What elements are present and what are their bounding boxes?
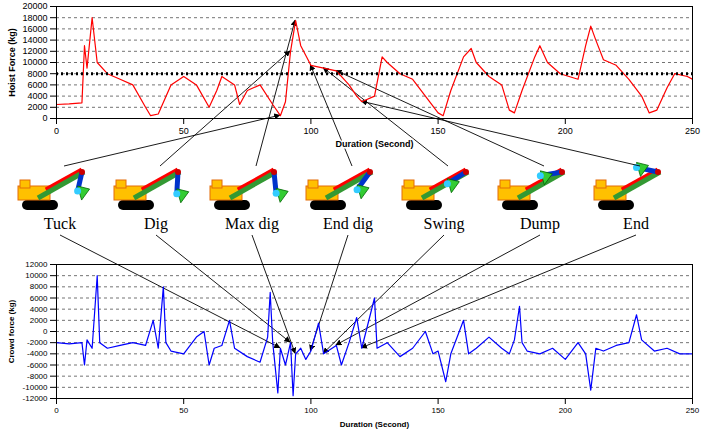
- svg-text:100: 100: [303, 126, 318, 136]
- svg-text:50: 50: [179, 126, 189, 136]
- svg-text:10000: 10000: [25, 271, 48, 280]
- svg-text:2000: 2000: [27, 102, 47, 112]
- svg-text:-10000: -10000: [23, 383, 48, 392]
- svg-text:Crowd force (kg): Crowd force (kg): [7, 299, 16, 363]
- svg-text:Tuck: Tuck: [44, 215, 76, 232]
- svg-text:0: 0: [54, 126, 59, 136]
- svg-text:200: 200: [558, 126, 573, 136]
- svg-text:0: 0: [42, 113, 47, 123]
- svg-text:End: End: [623, 215, 649, 232]
- svg-text:6000: 6000: [27, 80, 47, 90]
- svg-text:250: 250: [685, 126, 700, 136]
- svg-text:End dig: End dig: [323, 215, 373, 233]
- svg-text:-2000: -2000: [27, 338, 48, 347]
- svg-text:-12000: -12000: [23, 394, 48, 403]
- svg-text:150: 150: [431, 126, 446, 136]
- svg-text:20000: 20000: [22, 1, 47, 11]
- svg-text:8000: 8000: [27, 69, 47, 79]
- svg-text:250: 250: [686, 406, 700, 415]
- svg-text:10000: 10000: [22, 57, 47, 67]
- svg-text:16000: 16000: [22, 24, 47, 34]
- svg-text:8000: 8000: [30, 282, 48, 291]
- svg-text:18000: 18000: [22, 13, 47, 23]
- svg-text:0: 0: [43, 327, 48, 336]
- svg-text:-8000: -8000: [27, 372, 48, 381]
- svg-text:50: 50: [179, 406, 188, 415]
- svg-text:Dig: Dig: [144, 215, 168, 233]
- svg-text:Hoist Force (kg): Hoist Force (kg): [7, 28, 17, 97]
- svg-text:6000: 6000: [30, 294, 48, 303]
- svg-text:Max dig: Max dig: [225, 215, 279, 233]
- svg-text:Duration (Second): Duration (Second): [336, 139, 414, 149]
- svg-text:-4000: -4000: [27, 349, 48, 358]
- svg-text:0: 0: [54, 406, 59, 415]
- svg-text:12000: 12000: [25, 260, 48, 269]
- svg-text:12000: 12000: [22, 46, 47, 56]
- svg-text:-6000: -6000: [27, 361, 48, 370]
- svg-text:2000: 2000: [30, 316, 48, 325]
- svg-text:100: 100: [304, 406, 318, 415]
- svg-text:Swing: Swing: [424, 215, 465, 233]
- svg-text:4000: 4000: [27, 91, 47, 101]
- svg-text:150: 150: [431, 406, 445, 415]
- svg-text:4000: 4000: [30, 305, 48, 314]
- svg-text:14000: 14000: [22, 35, 47, 45]
- svg-text:Duration (Second): Duration (Second): [340, 420, 410, 429]
- svg-text:Dump: Dump: [520, 215, 560, 233]
- svg-text:200: 200: [559, 406, 573, 415]
